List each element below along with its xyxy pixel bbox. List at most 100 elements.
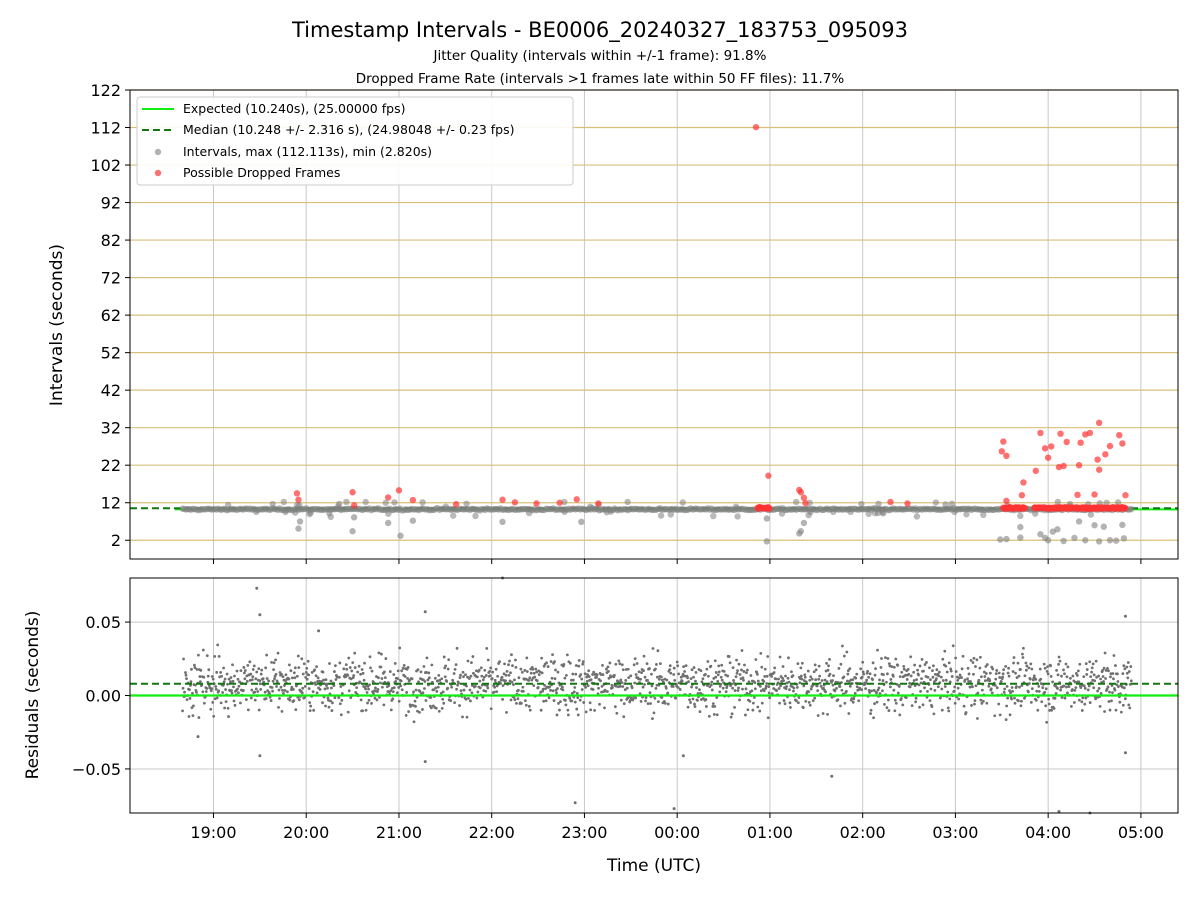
- residual-point: [704, 698, 708, 701]
- residual-point: [212, 714, 216, 718]
- residual-point: [1115, 683, 1119, 687]
- residual-point: [1046, 672, 1050, 676]
- residual-point: [806, 669, 810, 673]
- residual-point: [263, 690, 267, 694]
- residual-point: [1101, 669, 1104, 672]
- residual-point: [622, 715, 626, 719]
- residual-point: [262, 680, 266, 684]
- residual-point: [330, 686, 333, 690]
- residual-point: [368, 683, 371, 687]
- residual-point: [973, 699, 977, 703]
- residual-point: [209, 689, 213, 693]
- residual-point: [653, 696, 657, 700]
- residual-point: [867, 675, 871, 679]
- residual-point: [595, 675, 598, 679]
- residual-point: [1089, 675, 1093, 679]
- residual-point: [840, 644, 844, 648]
- residual-point: [230, 691, 234, 695]
- residual-point: [512, 683, 515, 686]
- residual-point: [232, 699, 236, 703]
- residual-point: [482, 675, 486, 679]
- residual-point: [392, 673, 396, 676]
- residual-point: [471, 655, 475, 658]
- residual-point: [839, 662, 843, 666]
- dropped-frame-point: [1074, 491, 1081, 499]
- residual-point: [311, 690, 315, 694]
- residual-point: [1021, 652, 1024, 656]
- residual-point: [983, 679, 987, 682]
- residual-point: [633, 681, 637, 685]
- residual-point: [1042, 662, 1046, 666]
- residual-point: [743, 663, 746, 667]
- intervals-y-tick-label: 2: [111, 531, 121, 550]
- residual-point: [639, 700, 643, 703]
- residual-point: [756, 705, 760, 709]
- interval-point: [913, 513, 921, 520]
- interval-low-point: [1017, 523, 1024, 531]
- residual-point: [839, 704, 842, 708]
- residual-point: [795, 685, 799, 689]
- residual-point: [326, 686, 329, 690]
- residual-point: [728, 661, 732, 665]
- residual-point: [640, 671, 643, 674]
- residual-point: [376, 687, 380, 691]
- residual-point: [789, 706, 792, 709]
- residual-point: [361, 671, 365, 675]
- residual-point: [1054, 692, 1058, 695]
- residual-point: [484, 673, 488, 677]
- residual-point: [215, 696, 219, 700]
- interval-point: [561, 508, 568, 516]
- interval-point: [607, 508, 615, 515]
- residual-point: [995, 686, 999, 690]
- residual-point: [481, 678, 485, 682]
- residual-point: [1032, 674, 1036, 678]
- residual-point: [807, 690, 811, 694]
- residual-point: [809, 675, 813, 679]
- residual-point: [894, 657, 898, 661]
- residual-point: [387, 684, 391, 688]
- residual-point: [256, 690, 260, 693]
- residual-point: [453, 667, 457, 671]
- residual-point: [1122, 664, 1126, 668]
- residual-point: [559, 700, 562, 704]
- residual-point: [813, 663, 817, 667]
- interval-low-point: [1017, 534, 1024, 541]
- interval-low-point: [1100, 523, 1108, 530]
- residual-point: [808, 703, 812, 707]
- residuals-reference-lines: [130, 682, 1178, 697]
- residual-point: [887, 662, 891, 666]
- residual-point: [1129, 665, 1133, 668]
- residual-point: [253, 698, 257, 702]
- residual-point: [1112, 654, 1116, 657]
- residual-point: [514, 658, 517, 662]
- residual-point: [592, 670, 595, 674]
- residual-point: [1078, 662, 1082, 666]
- residual-point: [541, 687, 545, 691]
- residual-point: [675, 660, 679, 664]
- residual-point: [340, 692, 344, 695]
- residual-point: [435, 689, 439, 693]
- residual-point: [1043, 666, 1047, 670]
- residual-point: [988, 671, 992, 675]
- residual-point: [1025, 664, 1029, 668]
- residual-point: [353, 651, 357, 655]
- residual-point: [265, 677, 269, 680]
- residual-point: [488, 674, 492, 678]
- residual-point: [1104, 677, 1107, 680]
- residual-point: [1004, 718, 1008, 722]
- residual-point: [966, 666, 970, 670]
- residual-point: [1062, 684, 1066, 688]
- residual-point: [701, 677, 705, 681]
- residual-point: [1105, 687, 1109, 691]
- residual-point: [976, 717, 979, 720]
- residual-point: [1044, 687, 1048, 691]
- residual-point: [872, 716, 875, 720]
- residual-point: [536, 686, 540, 689]
- dropped-frame-point: [1063, 438, 1070, 446]
- residual-point: [302, 662, 306, 666]
- residual-point: [575, 707, 579, 711]
- residual-point: [570, 691, 574, 695]
- intervals-y-tick-label: 102: [90, 156, 121, 175]
- x-tick-label: 00:00: [654, 823, 700, 842]
- residual-point: [260, 668, 264, 672]
